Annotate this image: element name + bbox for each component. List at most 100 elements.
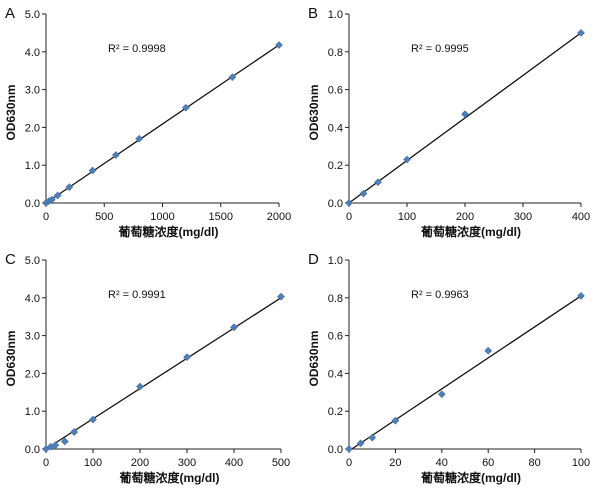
data-point <box>461 110 469 119</box>
y-tick-label: 1.0 <box>25 406 40 418</box>
data-point <box>359 189 368 198</box>
y-tick-label: 2.0 <box>25 122 40 134</box>
data-point <box>135 134 144 143</box>
x-tick-label: 60 <box>482 457 494 469</box>
data-point <box>275 41 283 49</box>
y-tick-label: 0.4 <box>328 122 343 134</box>
data-point <box>183 353 191 362</box>
x-tick-label: 0 <box>346 211 352 223</box>
chart-panel-d: 0.0 0.2 0.4 0.6 0.8 1.0 0 20 40 60 80 100 D R² = 0.99… <box>307 251 590 485</box>
data-point <box>51 441 60 450</box>
y-axis-title: OD630nm <box>307 330 321 386</box>
x-tick-label: 1000 <box>150 211 174 223</box>
y-tick-label: 0.8 <box>328 293 343 305</box>
trend-line <box>45 44 280 204</box>
r2-annotation: R² = 0.9998 <box>108 43 166 55</box>
data-point <box>70 428 79 436</box>
y-tick-label: 5.0 <box>25 255 40 267</box>
data-point <box>47 195 56 204</box>
x-tick-label: 100 <box>572 457 590 469</box>
data-point <box>368 433 377 442</box>
data-point <box>53 191 62 200</box>
data-point <box>65 183 74 192</box>
x-tick-label: 200 <box>131 457 149 469</box>
data-point <box>89 415 97 424</box>
y-tick-label: 1.0 <box>328 9 343 21</box>
data-point <box>277 292 285 301</box>
data-point <box>577 28 585 37</box>
y-tick-label: 4.0 <box>25 47 40 59</box>
r2-annotation: R² = 0.9963 <box>411 289 469 301</box>
panel-letter: A <box>5 5 15 22</box>
y-tick-label: 3.0 <box>25 331 40 343</box>
y-axis-title: OD630nm <box>4 84 18 140</box>
x-tick-label: 80 <box>528 457 540 469</box>
y-tick-label: 2.0 <box>25 368 40 380</box>
data-point <box>577 291 585 300</box>
x-tick-label: 40 <box>436 457 448 469</box>
data-point <box>345 199 353 207</box>
y-tick-label: 0.0 <box>328 198 343 210</box>
y-tick-label: 0.2 <box>328 160 343 172</box>
y-axis-title: OD630nm <box>4 330 18 386</box>
x-tick-label: 300 <box>178 457 196 469</box>
r2-annotation: R² = 0.9995 <box>411 43 469 55</box>
data-point <box>403 155 411 164</box>
trend-line <box>348 295 582 452</box>
data-point <box>181 103 190 112</box>
data-point <box>136 382 144 391</box>
x-tick-label: 500 <box>95 211 113 223</box>
chart-panel-c: 0.0 1.0 2.0 3.0 4.0 5.0 0 100 200 300 400 500 C R² = … <box>4 251 290 485</box>
x-tick-label: 100 <box>398 211 416 223</box>
x-tick-label: 2000 <box>267 211 291 223</box>
y-tick-label: 0.0 <box>25 198 40 210</box>
chart-panel-b: 0.0 0.2 0.4 0.6 0.8 1.0 0 100 200 300 400 B R² = 0.9… <box>307 5 590 239</box>
data-point <box>230 323 238 332</box>
x-tick-label: 400 <box>572 211 590 223</box>
y-tick-label: 0.8 <box>328 47 343 59</box>
data-point <box>356 439 365 448</box>
data-point <box>111 151 120 159</box>
chart-panel-a: 0.0 1.0 2.0 3.0 4.0 5.0 0 500 1000 1500 2000 A R² = … <box>4 5 291 239</box>
y-tick-label: 4.0 <box>25 293 40 305</box>
data-point <box>228 73 237 82</box>
x-tick-label: 300 <box>514 211 532 223</box>
x-axis-title: 葡萄糖浓度(mg/dl) <box>118 224 219 239</box>
data-point <box>484 346 493 355</box>
y-tick-label: 0.4 <box>328 368 343 380</box>
panel-letter: D <box>308 251 319 268</box>
y-tick-label: 1.0 <box>328 255 343 267</box>
x-tick-label: 400 <box>225 457 243 469</box>
x-tick-label: 1500 <box>209 211 233 223</box>
y-tick-label: 1.0 <box>25 160 40 172</box>
x-axis-title: 葡萄糖浓度(mg/dl) <box>420 470 521 485</box>
y-tick-label: 0.6 <box>328 331 343 343</box>
x-tick-label: 0 <box>43 211 49 223</box>
data-point <box>88 166 97 175</box>
y-tick-label: 5.0 <box>25 9 40 21</box>
data-point <box>345 445 353 453</box>
x-tick-label: 500 <box>272 457 290 469</box>
panel-letter: B <box>308 5 318 22</box>
y-tick-label: 0.6 <box>328 85 343 97</box>
x-axis-title: 葡萄糖浓度(mg/dl) <box>119 470 220 485</box>
x-tick-label: 100 <box>84 457 102 469</box>
x-tick-label: 0 <box>43 457 49 469</box>
data-point <box>374 178 382 187</box>
x-tick-label: 200 <box>456 211 474 223</box>
data-point <box>437 390 446 399</box>
y-axis-title: OD630nm <box>307 84 321 140</box>
y-tick-label: 0.2 <box>328 406 343 418</box>
x-axis-title: 葡萄糖浓度(mg/dl) <box>420 224 521 239</box>
r2-annotation: R² = 0.9991 <box>108 289 166 301</box>
trend-line <box>45 297 282 450</box>
x-tick-label: 20 <box>389 457 401 469</box>
panel-letter: C <box>5 251 16 268</box>
x-tick-label: 0 <box>346 457 352 469</box>
data-point <box>391 416 400 425</box>
y-tick-label: 0.0 <box>328 444 343 456</box>
data-point <box>60 437 69 446</box>
y-tick-label: 0.0 <box>25 444 40 456</box>
y-tick-label: 3.0 <box>25 85 40 97</box>
